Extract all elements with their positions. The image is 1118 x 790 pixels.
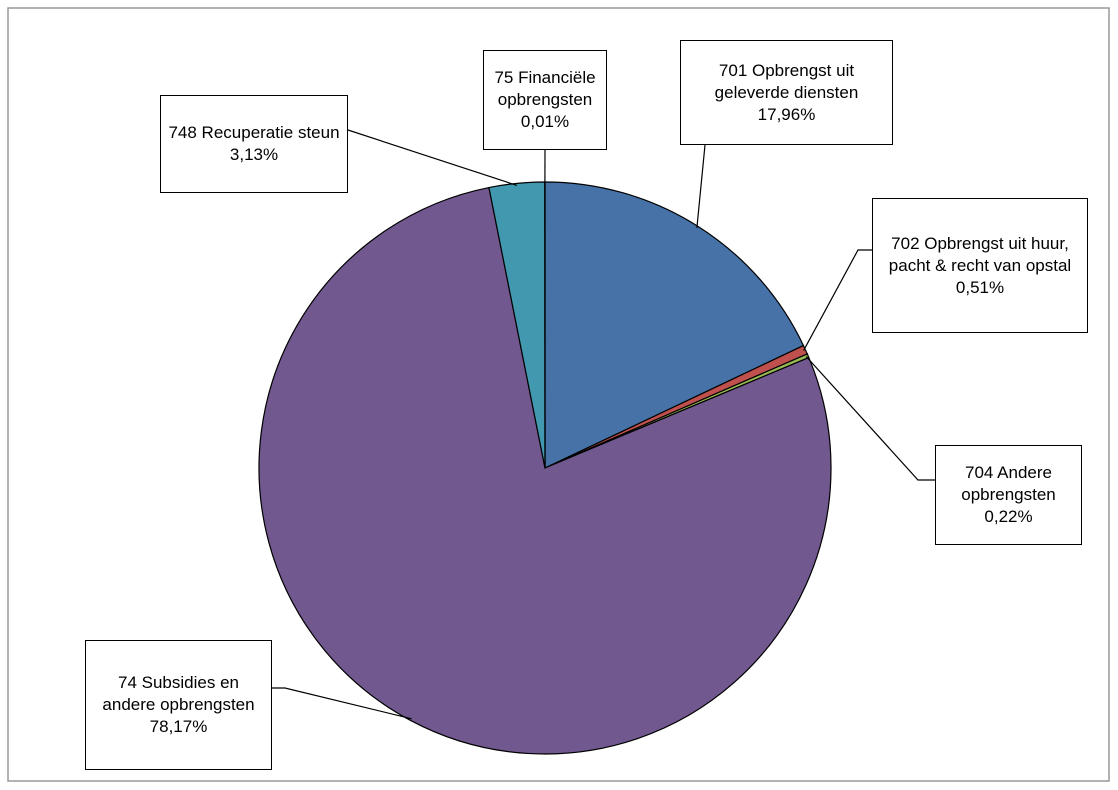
category-label: 701 Opbrengst uit geleverde diensten	[714, 60, 859, 102]
value-label: 0,51%	[955, 277, 1005, 297]
value-label: 3,13%	[229, 145, 279, 164]
category-label: 75 Financiële opbrengsten	[494, 68, 596, 109]
category-label: 748 Recuperatie steun	[168, 123, 340, 142]
data-label: 748 Recuperatie steun 3,13%	[160, 95, 348, 193]
data-label: 74 Subsidies en andere opbrengsten 78,17%	[85, 640, 272, 770]
value-label: 17,96%	[757, 104, 816, 124]
data-label: 75 Financiële opbrengsten 0,01%	[483, 50, 607, 150]
leader-line	[803, 249, 872, 351]
category-label: 702 Opbrengst uit huur, pacht & recht va…	[888, 233, 1072, 275]
data-label: 701 Opbrengst uit geleverde diensten 17,9…	[680, 40, 893, 145]
value-label: 78,17%	[149, 717, 208, 736]
pie-slice	[258, 186, 832, 755]
leader-line	[805, 356, 935, 481]
category-label: 704 Andere opbrengsten	[961, 463, 1056, 504]
pie-slice	[544, 181, 805, 469]
category-label: 74 Subsidies en andere opbrengsten	[102, 673, 255, 714]
value-label: 0,01%	[520, 112, 570, 131]
data-label: 702 Opbrengst uit huur, pacht & recht va…	[872, 198, 1088, 333]
leader-line	[696, 144, 706, 229]
value-label: 0,22%	[984, 507, 1033, 526]
leader-line	[272, 687, 412, 720]
data-label: 704 Andere opbrengsten 0,22%	[935, 445, 1082, 545]
leader-line	[347, 129, 518, 186]
